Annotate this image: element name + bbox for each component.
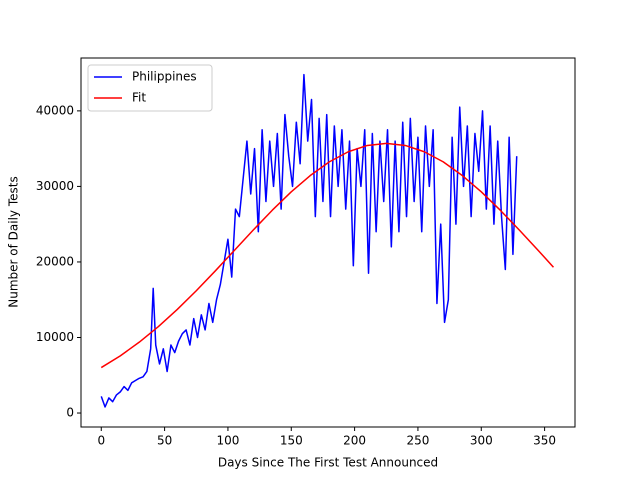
y-tick-label: 0 [66, 406, 74, 420]
plot-area [100, 73, 555, 408]
data-line [100, 142, 555, 369]
y-tick-label: 30000 [36, 179, 74, 193]
y-tick-label: 40000 [36, 103, 74, 117]
data-line [100, 73, 518, 408]
legend-label: Philippines [132, 70, 197, 84]
axes-frame [80, 57, 576, 428]
x-tick-label: 300 [470, 434, 493, 448]
x-axis-label: Days Since The First Test Announced [218, 456, 438, 470]
x-tick-label: 250 [406, 434, 429, 448]
x-tick-label: 200 [343, 434, 366, 448]
legend-label: Fit [132, 91, 146, 105]
x-tick-label: 50 [157, 434, 172, 448]
x-tick-label: 150 [280, 434, 303, 448]
x-tick-label: 100 [216, 434, 239, 448]
y-tick-label: 10000 [36, 330, 74, 344]
y-axis-label: Number of Daily Tests [7, 176, 21, 307]
x-tick-label: 350 [533, 434, 556, 448]
x-tick-label: 0 [97, 434, 105, 448]
y-tick-label: 20000 [36, 254, 74, 268]
